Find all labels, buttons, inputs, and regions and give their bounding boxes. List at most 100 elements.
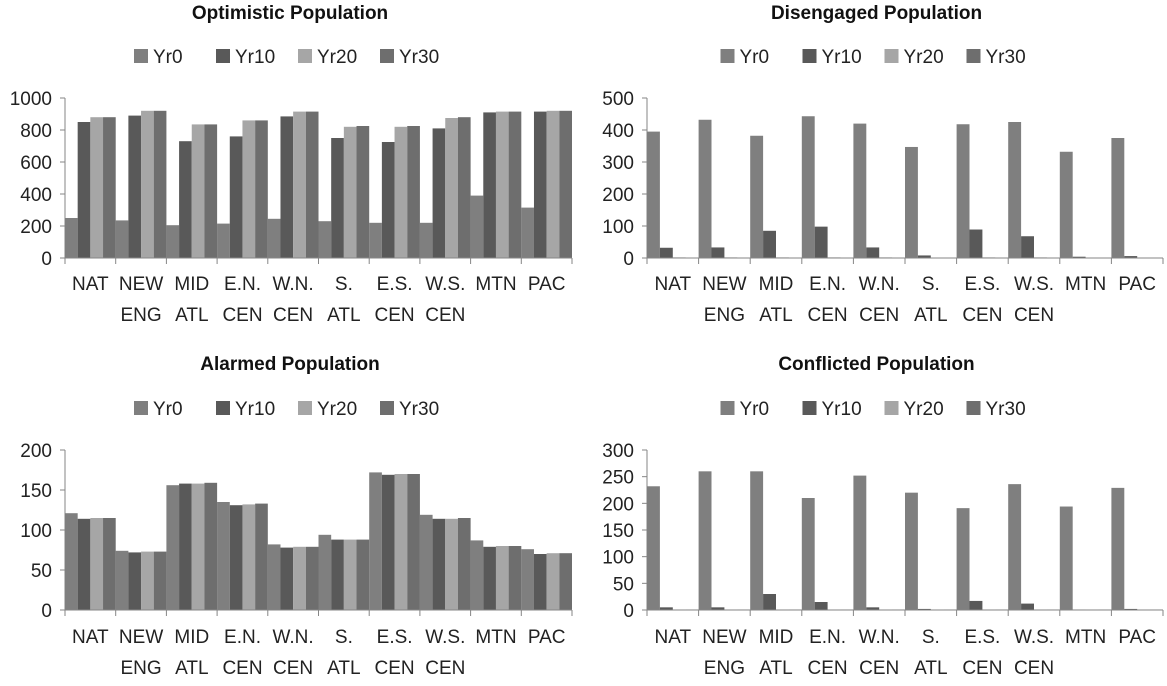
bar-yr30 <box>154 552 167 610</box>
x-tick-label: ATL <box>327 305 360 326</box>
x-tick-label: E.N. <box>809 274 846 295</box>
y-tick-label: 500 <box>602 89 634 110</box>
y-tick-label: 200 <box>602 494 634 515</box>
bars <box>647 471 1163 610</box>
x-tick-label: ATL <box>175 658 208 679</box>
x-tick-label: NAT <box>72 627 109 648</box>
x-tick-label: MID <box>174 274 209 295</box>
bar-yr0 <box>802 498 815 610</box>
x-tick-label: ATL <box>175 305 208 326</box>
x-tick-label: CEN <box>375 305 415 326</box>
legend-swatch-yr30 <box>380 49 394 63</box>
bar-yr10 <box>483 547 496 610</box>
bar-yr0 <box>217 502 230 610</box>
bar-yr20 <box>293 112 306 258</box>
bar-yr0 <box>1008 122 1021 258</box>
x-tick-label: E.N. <box>224 274 261 295</box>
x-tick-label: ATL <box>914 658 947 679</box>
bar-yr10 <box>78 519 91 610</box>
legend-swatch-yr20 <box>885 401 899 415</box>
bar-yr20 <box>192 484 205 610</box>
legend-label-yr10: Yr10 <box>235 399 275 420</box>
y-tick-label: 1000 <box>10 89 52 110</box>
bar-yr10 <box>866 247 879 258</box>
chart-title: Disengaged Population <box>586 3 1167 25</box>
bar-yr0 <box>116 220 129 258</box>
x-tick-label: NAT <box>655 627 692 648</box>
bar-yr30 <box>509 546 522 610</box>
y-tick-label: 400 <box>20 185 52 206</box>
x-tick-label: PAC <box>528 274 566 295</box>
x-tick-label: CEN <box>222 305 262 326</box>
bar-yr30 <box>154 111 167 258</box>
y-tick-label: 400 <box>602 121 634 142</box>
legend-label-yr0: Yr0 <box>153 47 183 68</box>
bar-yr0 <box>1111 488 1124 610</box>
y-tick-label: 300 <box>602 441 634 462</box>
bar-yr10 <box>331 138 344 258</box>
y-tick-label: 0 <box>41 249 52 270</box>
bar-yr20 <box>90 518 103 610</box>
y-tick-label: 100 <box>20 521 52 542</box>
x-tick-label: ENG <box>704 658 745 679</box>
y-tick-label: 50 <box>31 561 52 582</box>
bar-yr0 <box>369 472 382 610</box>
y-tick-label: 150 <box>602 521 634 542</box>
legend-label-yr20: Yr20 <box>904 399 944 420</box>
legend-swatch-yr20 <box>298 401 312 415</box>
bar-yr20 <box>445 118 458 258</box>
x-tick-label: E.N. <box>224 627 261 648</box>
legend-swatch-yr0 <box>134 401 148 415</box>
bar-yr10 <box>128 552 141 610</box>
bar-yr0 <box>471 540 484 610</box>
x-tick-label: NAT <box>72 274 109 295</box>
x-tick-label: CEN <box>425 658 465 679</box>
chart-title: Conflicted Population <box>586 354 1167 376</box>
legend-label-yr0: Yr0 <box>740 47 770 68</box>
bar-yr0 <box>802 116 815 258</box>
x-tick-label: CEN <box>1014 658 1054 679</box>
x-tick-label: MID <box>759 627 794 648</box>
bar-yr20 <box>395 474 408 610</box>
bar-yr0 <box>853 124 866 258</box>
y-tick-label: 0 <box>623 249 634 270</box>
x-tick-label: ATL <box>759 658 792 679</box>
bar-yr20 <box>90 117 103 258</box>
bar-yr0 <box>957 124 970 258</box>
legend-label-yr30: Yr30 <box>399 399 439 420</box>
bar-yr0 <box>853 476 866 610</box>
x-tick-label: NAT <box>655 274 692 295</box>
legend-label-yr10: Yr10 <box>822 47 862 68</box>
bar-yr10 <box>534 112 547 258</box>
x-tick-label: NEW <box>702 274 746 295</box>
legend-swatch-yr30 <box>380 401 394 415</box>
legend-swatch-yr0 <box>134 49 148 63</box>
bar-yr30 <box>407 474 420 610</box>
bar-yr0 <box>268 544 281 610</box>
x-tick-label: CEN <box>1014 305 1054 326</box>
y-tick-label: 100 <box>602 217 634 238</box>
x-tick-label: W.N. <box>273 627 314 648</box>
x-tick-label: MID <box>759 274 794 295</box>
bar-yr20 <box>242 504 255 610</box>
legend-swatch-yr30 <box>967 401 981 415</box>
bar-yr30 <box>407 126 420 258</box>
bar-yr0 <box>750 136 763 258</box>
x-tick-label: S. <box>335 627 353 648</box>
bar-yr0 <box>905 493 918 610</box>
bar-yr0 <box>750 471 763 610</box>
bar-yr0 <box>647 132 660 258</box>
bar-yr20 <box>192 124 205 258</box>
x-tick-label: CEN <box>859 658 899 679</box>
bar-yr0 <box>116 551 129 610</box>
y-tick-label: 0 <box>41 601 52 622</box>
x-tick-label: MTN <box>1065 274 1106 295</box>
bar-yr30 <box>103 518 116 610</box>
bar-yr10 <box>331 540 344 610</box>
